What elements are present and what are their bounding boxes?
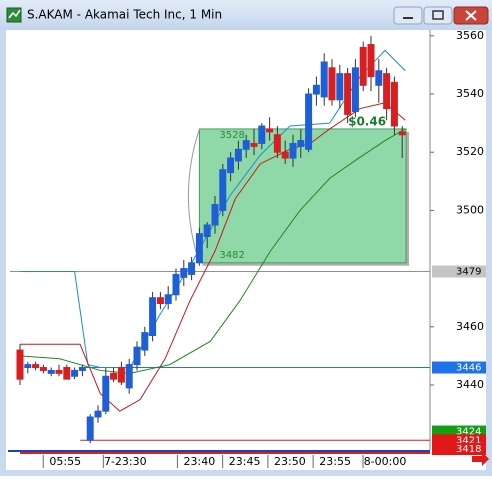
candle-body: [71, 369, 79, 377]
x-tick-label: 8-00:00: [364, 455, 407, 468]
price-marker: [432, 443, 486, 455]
candle-body: [125, 364, 133, 389]
price-marker-label: 3421: [456, 435, 481, 446]
annotation-top-label: 3528: [219, 130, 244, 141]
candle-body: [32, 364, 40, 369]
candle-body: [375, 70, 383, 86]
candle-body: [164, 294, 172, 305]
candle-body: [203, 224, 211, 238]
candle-body: [211, 204, 219, 226]
candle-body: [336, 73, 344, 101]
candle-body: [117, 367, 125, 383]
maximize-glyph: [432, 10, 444, 20]
annotation-label: $0.46: [348, 114, 386, 128]
annotation-box: [198, 128, 407, 264]
candle-body: [110, 372, 118, 380]
candle-body: [78, 367, 86, 371]
price-marker-label: 3479: [456, 267, 481, 278]
candle-body: [289, 142, 297, 159]
candle-body: [258, 125, 266, 144]
x-tick-label: 05:55: [49, 455, 81, 468]
plot: 3528 3482 $0.46 3440 3460 3500 3520 3540 3560 05:…: [10, 29, 486, 468]
price-marker-label: 3418: [456, 444, 481, 455]
minimize-button[interactable]: [393, 6, 423, 25]
x-tick-label: 23:45: [229, 455, 261, 468]
candle-body: [188, 262, 196, 275]
window-title: S.AKAM - Akamai Tech Inc, 1 Min: [27, 8, 222, 22]
candle-body: [180, 268, 188, 278]
annotation-curve: [187, 128, 200, 263]
candle-body: [133, 346, 141, 366]
candle-body: [47, 369, 55, 374]
candle-body: [86, 416, 94, 441]
price-marker-label: 3446: [456, 363, 481, 374]
candle-body: [172, 273, 180, 296]
candle-body: [195, 233, 203, 264]
moving-average: [19, 128, 406, 374]
candle-body: [55, 369, 63, 374]
x-tick-label: 7-23:30: [104, 455, 147, 468]
candle-body: [297, 140, 305, 147]
candle-body: [141, 332, 149, 351]
candle-body: [344, 73, 352, 115]
scroll-arrow[interactable]: [472, 452, 489, 466]
y-tick-label: 3500: [456, 203, 484, 216]
x-tick-label: 23:55: [319, 455, 351, 468]
candle-body: [266, 128, 274, 133]
candle-body: [156, 297, 164, 305]
candle-body: [383, 73, 391, 110]
candle-body: [63, 367, 71, 380]
candle-body: [219, 169, 227, 211]
candle-body: [39, 367, 47, 371]
candle-body: [312, 84, 320, 95]
candle-body: [320, 61, 328, 98]
candle-body: [16, 349, 24, 380]
candle-body: [367, 44, 375, 78]
candle-body: [242, 140, 250, 150]
candle-body: [281, 151, 289, 159]
candle-body: [328, 67, 336, 101]
y-tick-label: 3540: [456, 87, 484, 100]
x-tick-label: 23:50: [274, 455, 306, 468]
y-tick-label: 3460: [456, 320, 484, 333]
y-tick-label: 3560: [456, 29, 484, 42]
candle-body: [390, 81, 398, 127]
candle-body: [24, 364, 32, 369]
candle-body: [102, 375, 110, 412]
annotation-bottom-label: 3482: [219, 250, 244, 261]
close-glyph: [465, 10, 477, 21]
price-marker: [432, 265, 486, 278]
candle-body: [94, 410, 102, 418]
candle-body: [351, 67, 359, 112]
candle-body: [359, 46, 367, 86]
maximize-button[interactable]: [423, 6, 453, 25]
y-tick-label: 3520: [456, 145, 484, 158]
candle-body: [149, 297, 157, 337]
candle-body: [227, 157, 235, 174]
y-tick-label: 3440: [456, 378, 484, 391]
app-icon-glyph: [8, 9, 21, 19]
price-marker: [432, 361, 486, 374]
x-tick-label: 23:40: [184, 455, 216, 468]
candle-body: [398, 131, 406, 136]
candle-body: [273, 134, 281, 153]
moving-average: [20, 102, 406, 412]
candle-body: [250, 142, 258, 147]
price-marker-label: 3424: [456, 427, 481, 438]
candle-body: [305, 93, 313, 150]
candle-body: [234, 148, 242, 162]
